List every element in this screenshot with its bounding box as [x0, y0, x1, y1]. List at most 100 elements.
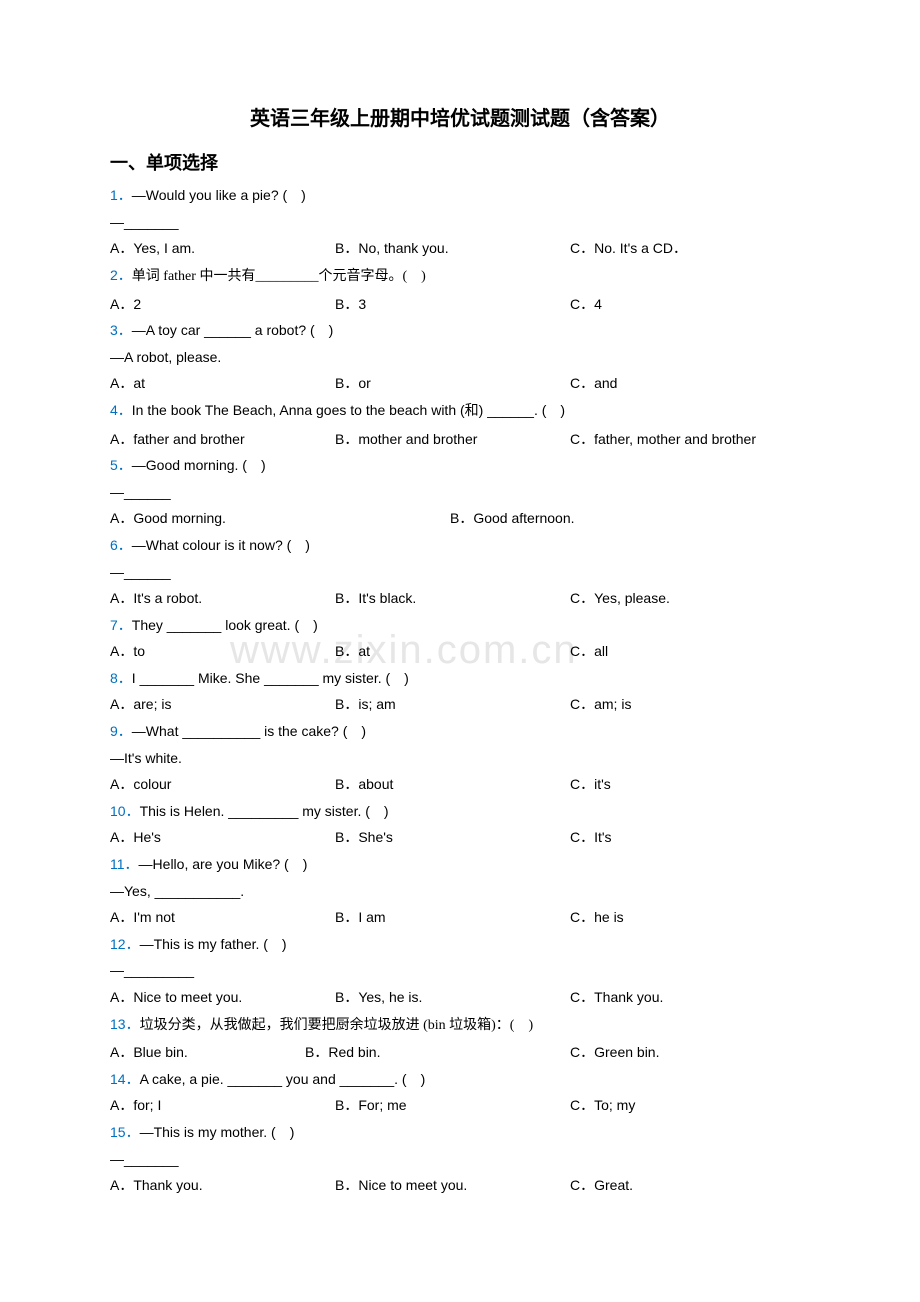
options: A．He's B．She's C．It's — [110, 824, 810, 851]
option-c: C．am; is — [570, 691, 810, 718]
option-c: C．father, mother and brother — [570, 426, 810, 453]
options: A．at B．or C．and — [110, 370, 810, 397]
option-b: B．I am — [335, 904, 570, 931]
question-1: 1．—Would you like a pie? ( ) —_______ A．… — [110, 182, 810, 262]
qtext: I _______ Mike. She _______ my sister. (… — [132, 670, 409, 686]
option-b: B．at — [335, 638, 570, 665]
question-12: 12．—This is my father. ( ) —_________ A．… — [110, 931, 810, 1011]
option-c: C．4 — [570, 291, 810, 318]
options: A．2 B．3 C．4 — [110, 291, 810, 318]
qtext: 垃圾分类，从我做起，我们要把厨余垃圾放进 (bin 垃圾箱)：( ) — [140, 1018, 534, 1033]
option-b: B．Good afternoon. — [450, 505, 810, 532]
qtext: —A toy car ______ a robot? ( ) — [132, 322, 334, 338]
option-a: A．colour — [110, 771, 335, 798]
option-a: A．Good morning. — [110, 505, 450, 532]
option-b: B．mother and brother — [335, 426, 570, 453]
followup: —______ — [110, 479, 810, 506]
option-b: B．She's — [335, 824, 570, 851]
question-8: 8．I _______ Mike. She _______ my sister.… — [110, 665, 810, 718]
option-a: A．I'm not — [110, 904, 335, 931]
followup: —______ — [110, 559, 810, 586]
options: A．Yes, I am. B．No, thank you. C．No. It's… — [110, 235, 810, 262]
question-11: 11．—Hello, are you Mike? ( ) —Yes, _____… — [110, 851, 810, 931]
option-b: B．Yes, he is. — [335, 984, 570, 1011]
qnum: 13． — [110, 1016, 140, 1032]
question-6: 6．—What colour is it now? ( ) —______ A．… — [110, 532, 810, 612]
followup: —Yes, ___________. — [110, 878, 810, 905]
qtext: —What colour is it now? ( ) — [132, 537, 310, 553]
followup: —_______ — [110, 209, 810, 236]
option-c: C．it's — [570, 771, 810, 798]
question-2: 2．单词 father 中一共有_________个元音字母。( ) A．2 B… — [110, 262, 810, 317]
option-c: C．Thank you. — [570, 984, 810, 1011]
qnum: 7． — [110, 617, 132, 633]
option-a: A．He's — [110, 824, 335, 851]
qtext-cn: 和 — [465, 404, 479, 419]
option-b: B．For; me — [335, 1092, 570, 1119]
qnum: 3． — [110, 322, 132, 338]
option-c: C．Yes, please. — [570, 585, 810, 612]
options: A．father and brother B．mother and brothe… — [110, 426, 810, 453]
option-a: A．It's a robot. — [110, 585, 335, 612]
qnum: 15． — [110, 1124, 140, 1140]
qnum: 12． — [110, 936, 140, 952]
question-7: 7．They _______ look great. ( ) A．to B．at… — [110, 612, 810, 665]
options: A．for; I B．For; me C．To; my — [110, 1092, 810, 1119]
options: A．I'm not B．I am C．he is — [110, 904, 810, 931]
option-a: A．Yes, I am. — [110, 235, 335, 262]
option-a: A．Thank you. — [110, 1172, 335, 1199]
option-c: C．Green bin. — [570, 1039, 810, 1066]
option-a: A．at — [110, 370, 335, 397]
option-b: B．about — [335, 771, 570, 798]
option-a: A．father and brother — [110, 426, 335, 453]
qnum: 2． — [110, 267, 132, 283]
qtext: 单词 father 中一共有_________个元音字母。( ) — [132, 269, 426, 284]
followup: —It's white. — [110, 745, 810, 772]
options: A．Nice to meet you. B．Yes, he is. C．Than… — [110, 984, 810, 1011]
qtext: A cake, a pie. _______ you and _______. … — [140, 1071, 426, 1087]
question-14: 14．A cake, a pie. _______ you and ______… — [110, 1066, 810, 1119]
option-c: C．Great. — [570, 1172, 810, 1199]
qtext: This is Helen. _________ my sister. ( ) — [140, 803, 389, 819]
options: A．are; is B．is; am C．am; is — [110, 691, 810, 718]
qtext: They _______ look great. ( ) — [132, 617, 318, 633]
qtext-post: ) ______. ( ) — [479, 402, 565, 418]
option-b: B．3 — [335, 291, 570, 318]
qtext-pre: In the book The Beach, Anna goes to the … — [132, 402, 465, 418]
qnum: 6． — [110, 537, 132, 553]
qnum: 11． — [110, 856, 139, 872]
qtext: —This is my mother. ( ) — [140, 1124, 295, 1140]
option-b: B．It's black. — [335, 585, 570, 612]
option-b: B．Red bin. — [305, 1039, 570, 1066]
question-10: 10．This is Helen. _________ my sister. (… — [110, 798, 810, 851]
qtext: —Hello, are you Mike? ( ) — [139, 856, 308, 872]
options: A．colour B．about C．it's — [110, 771, 810, 798]
qnum: 10． — [110, 803, 140, 819]
content-wrapper: 英语三年级上册期中培优试题测试题（含答案） 一、单项选择 1．—Would yo… — [110, 100, 810, 1199]
question-9: 9．—What __________ is the cake? ( ) —It'… — [110, 718, 810, 798]
qtext: —What __________ is the cake? ( ) — [132, 723, 366, 739]
option-b: B．No, thank you. — [335, 235, 570, 262]
option-b: B．or — [335, 370, 570, 397]
followup: —_________ — [110, 957, 810, 984]
options: A．Good morning. B．Good afternoon. — [110, 505, 810, 532]
options: A．to B．at C．all — [110, 638, 810, 665]
question-3: 3．—A toy car ______ a robot? ( ) —A robo… — [110, 317, 810, 397]
option-b: B．Nice to meet you. — [335, 1172, 570, 1199]
question-5: 5．—Good morning. ( ) —______ A．Good morn… — [110, 452, 810, 532]
qtext: —Good morning. ( ) — [132, 457, 266, 473]
qnum: 9． — [110, 723, 132, 739]
options: A．Blue bin. B．Red bin. C．Green bin. — [110, 1039, 810, 1066]
option-a: A．for; I — [110, 1092, 335, 1119]
qnum: 4． — [110, 402, 132, 418]
page-title: 英语三年级上册期中培优试题测试题（含答案） — [110, 100, 810, 138]
followup: —A robot, please. — [110, 344, 810, 371]
question-4: 4．In the book The Beach, Anna goes to th… — [110, 397, 810, 452]
option-a: A．are; is — [110, 691, 335, 718]
qnum: 5． — [110, 457, 132, 473]
options: A．Thank you. B．Nice to meet you. C．Great… — [110, 1172, 810, 1199]
qtext: —This is my father. ( ) — [140, 936, 287, 952]
qtext: —Would you like a pie? ( ) — [132, 187, 306, 203]
option-c: C．It's — [570, 824, 810, 851]
option-c: C．No. It's a CD． — [570, 235, 810, 262]
